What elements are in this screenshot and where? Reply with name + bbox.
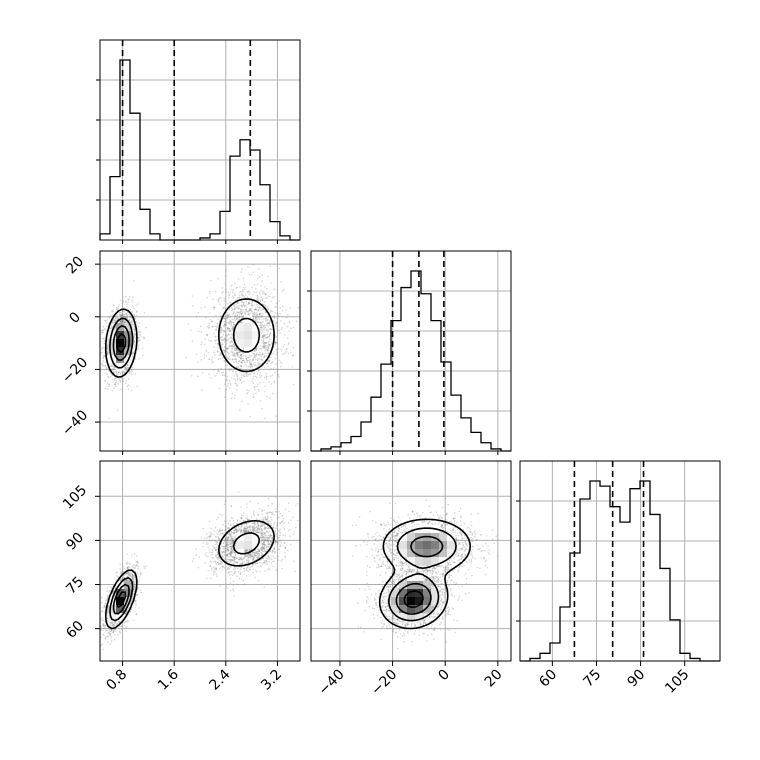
histogram-panel-0 [99, 39, 301, 241]
histogram-step-line [311, 270, 511, 452]
y-tick-label: 90 [63, 530, 87, 554]
x-tick-label: 0 [435, 667, 453, 685]
y-tick-label: 0 [66, 309, 84, 327]
contour-line [388, 527, 457, 622]
scatter-points [100, 491, 300, 651]
x-tick-label: 60 [536, 667, 560, 691]
y-tick-label: 105 [60, 482, 90, 512]
contour-line [378, 518, 472, 630]
x-tick-label: 0.8 [103, 667, 130, 694]
contour-line [104, 298, 275, 378]
density-contours [104, 298, 275, 378]
contour-line [395, 535, 444, 615]
axes-frame [310, 250, 512, 452]
scatter-panel-1 [99, 460, 301, 662]
contour-line [112, 325, 130, 361]
x-tick-label: −40 [316, 667, 348, 699]
scatter-panel-0 [99, 250, 301, 452]
x-tick-label: 3.2 [258, 667, 285, 694]
contour-line [109, 317, 261, 369]
density-contours [104, 519, 275, 630]
histogram-step-line [99, 59, 300, 241]
x-tick-label: 105 [662, 667, 692, 697]
y-tick-label: 60 [63, 618, 87, 642]
contour-line [104, 519, 275, 630]
histogram-step-line [520, 480, 720, 662]
axes-frame [99, 460, 301, 662]
density-contours [378, 518, 472, 630]
x-tick-label: 1.6 [155, 666, 182, 693]
contour-line [116, 591, 127, 608]
y-tick-label: −20 [59, 354, 91, 386]
y-tick-label: 20 [63, 253, 87, 277]
contour-line [116, 332, 127, 354]
axes-frame [519, 460, 721, 662]
y-tick-label: −40 [59, 407, 91, 439]
x-tick-label: 20 [482, 667, 506, 691]
contour-line [403, 590, 424, 609]
axes-frame [99, 39, 301, 241]
axes-frame [99, 250, 301, 452]
x-tick-label: 75 [580, 667, 604, 691]
contour-line [109, 532, 261, 622]
contour-line [112, 583, 130, 615]
x-tick-label: 90 [625, 667, 649, 691]
histogram-panel-1 [310, 250, 512, 452]
x-tick-label: 2.4 [207, 666, 234, 693]
histogram-panel-2 [519, 460, 721, 662]
x-tick-label: −20 [368, 667, 400, 699]
y-tick-label: 75 [63, 574, 87, 598]
scatter-points [351, 497, 499, 650]
scatter-panel-2 [310, 460, 512, 662]
axes-frame [310, 460, 512, 662]
